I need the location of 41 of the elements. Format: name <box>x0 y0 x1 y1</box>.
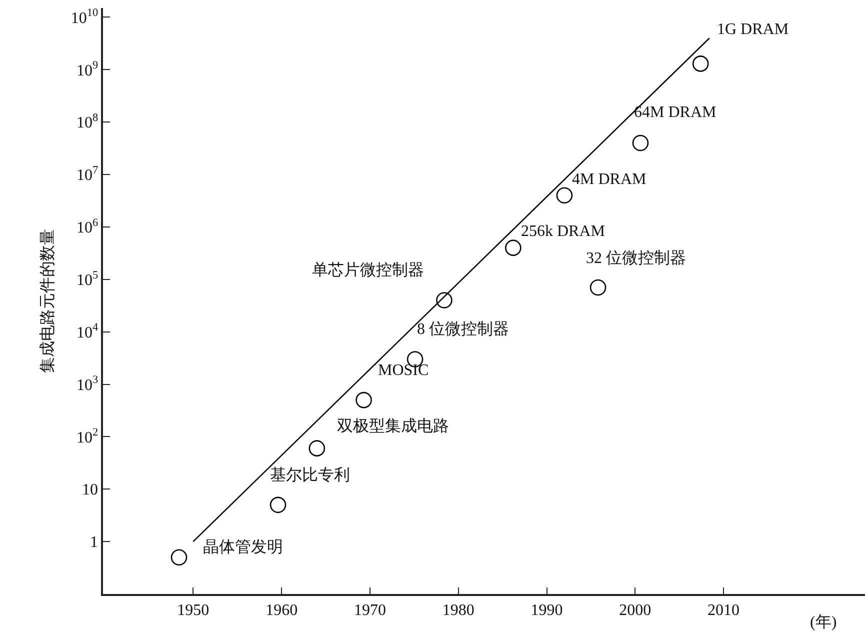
annotation: 基尔比专利 <box>270 466 350 484</box>
annotation: 晶体管发明 <box>203 539 283 556</box>
y-tick-label: 10$^{4}$ <box>76 322 98 342</box>
annotation: 1G DRAM <box>717 21 789 38</box>
y-tick-label: 10$^{6}$ <box>76 216 98 237</box>
y-tick-label: 1 <box>90 534 98 552</box>
y-tick-label: 10$^{2}$ <box>76 426 98 446</box>
annotation: MOSIC <box>378 362 429 379</box>
point <box>356 392 372 408</box>
x-tick-label: 1970 <box>354 602 386 619</box>
y-axis-title: 集成电路元件的数量 <box>38 229 56 373</box>
point <box>505 240 522 256</box>
annotation: 4M DRAM <box>572 171 646 188</box>
x-tick-label: 1990 <box>530 602 563 619</box>
annotation: 32 位微控制器 <box>586 249 686 267</box>
y-tick-label: 10$^{5}$ <box>76 269 98 289</box>
x-tick-label: 1950 <box>177 602 210 619</box>
point <box>556 187 573 204</box>
annotation: 64M DRAM <box>634 104 716 121</box>
annotation: 256k DRAM <box>521 223 606 240</box>
point <box>308 440 326 456</box>
point <box>270 496 286 514</box>
point <box>170 549 188 566</box>
y-tick-label: 10$^{9}$ <box>76 60 98 80</box>
annotation: 8 位微控制器 <box>417 320 509 338</box>
y-tick-label: 10$^{3}$ <box>76 374 98 394</box>
x-tick-label: 2010 <box>708 602 740 619</box>
x-axis-title: (年) <box>810 614 837 631</box>
point <box>632 134 649 152</box>
x-tick-label: 1960 <box>266 602 298 619</box>
y-tick-label: 10$^{10}$ <box>70 7 98 27</box>
y-tick-label: 10$^{7}$ <box>76 164 98 184</box>
point <box>692 56 709 72</box>
x-tick-label: 1980 <box>442 602 474 619</box>
y-tick-label: 10$^{8}$ <box>76 112 98 132</box>
y-tick-label: 10 <box>82 482 98 499</box>
x-tick-label: 2000 <box>619 602 652 619</box>
annotation: 单芯片微控制器 <box>312 261 424 279</box>
point <box>590 279 606 296</box>
point <box>436 292 452 308</box>
annotation: 双极型集成电路 <box>337 417 449 435</box>
